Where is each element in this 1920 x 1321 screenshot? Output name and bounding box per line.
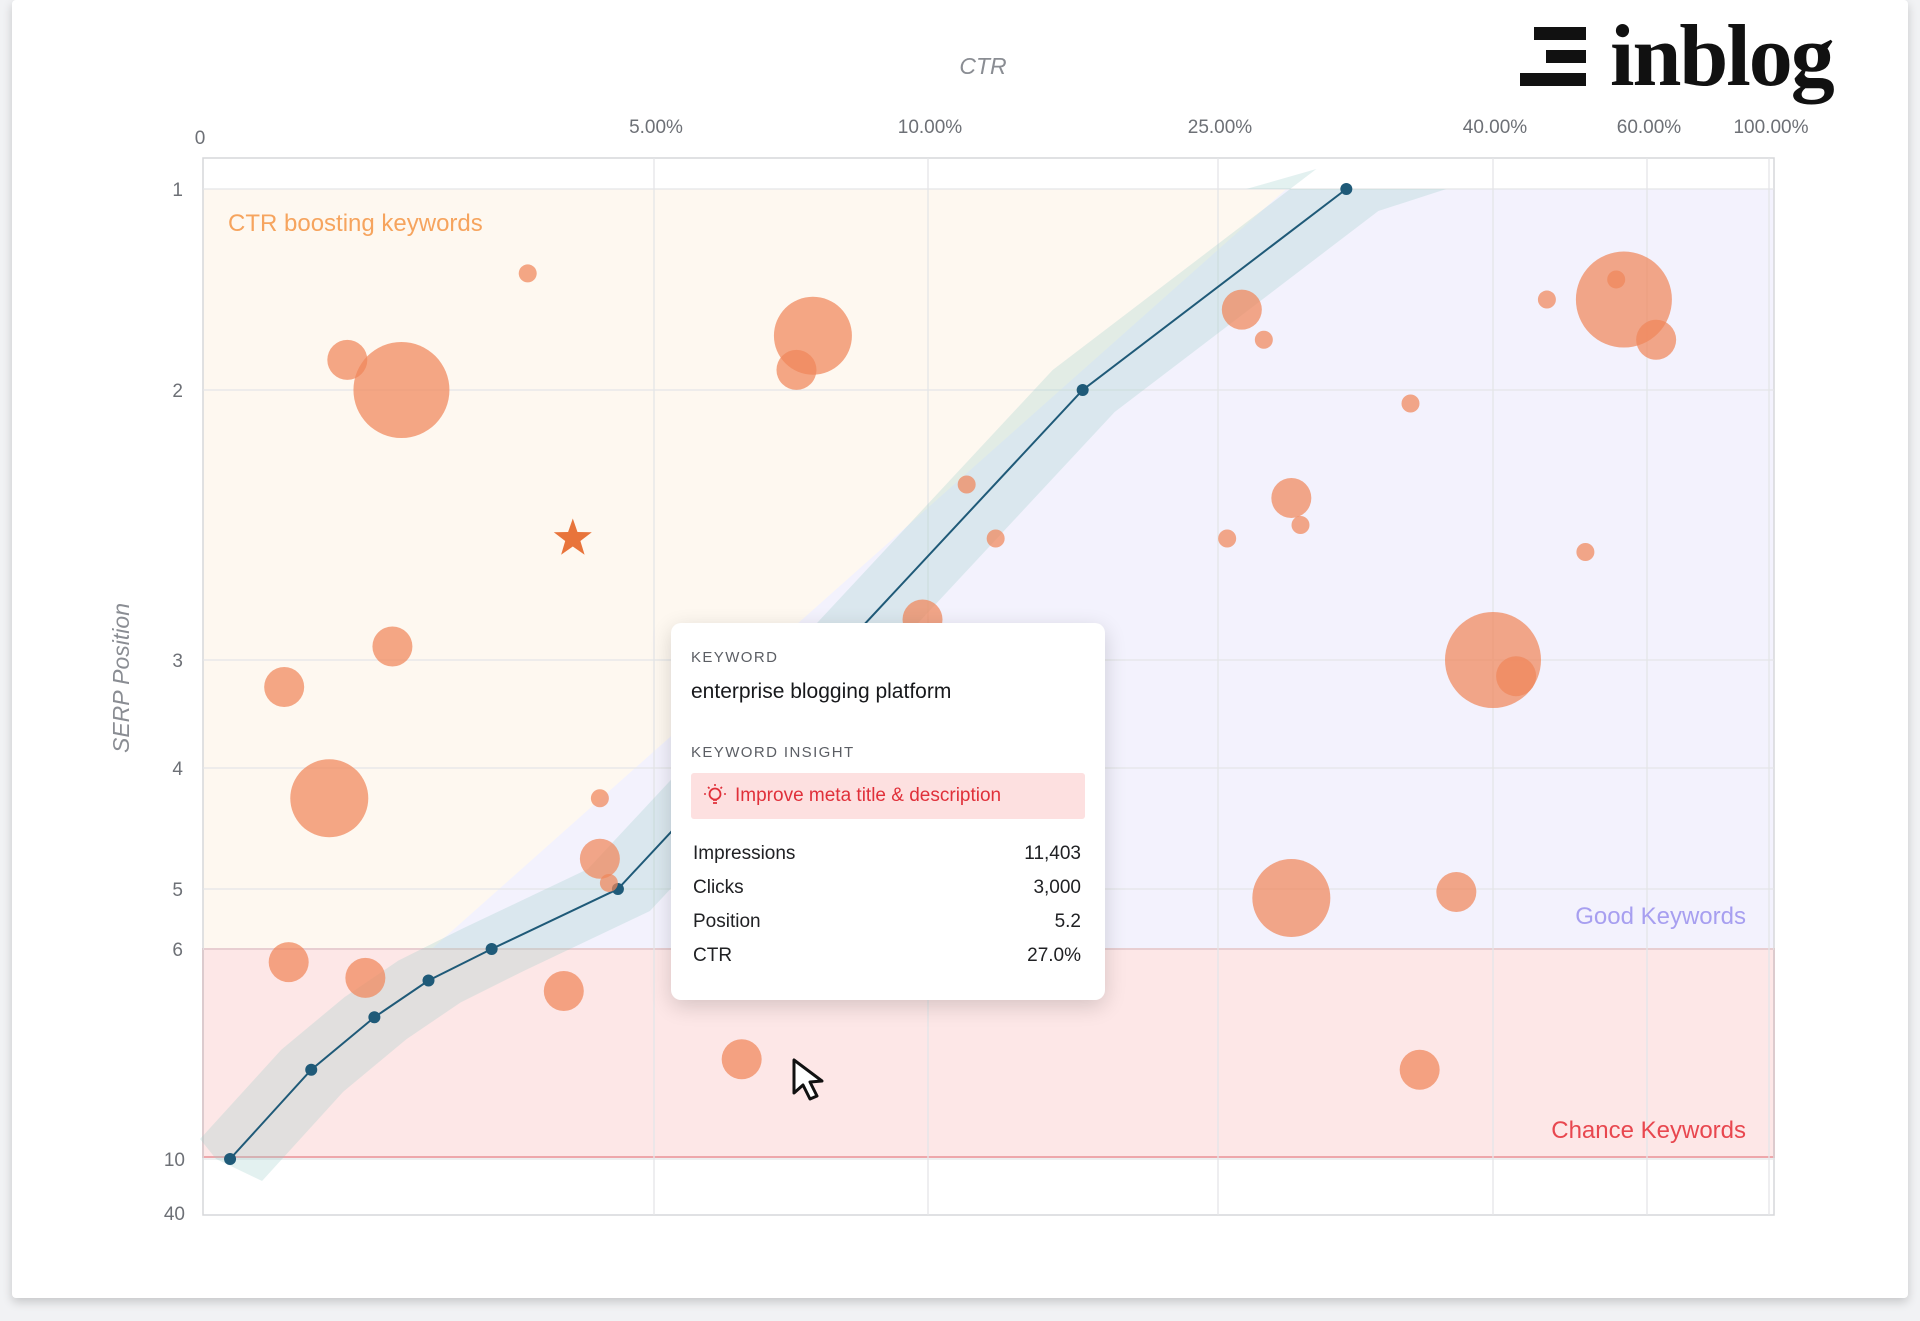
trend-point [305,1063,318,1076]
data-bubble [1537,290,1556,309]
metric-row: Impressions 11,403 [691,837,1085,871]
x-tick-label: 40.00% [1463,117,1528,138]
metric-row: Position 5.2 [691,905,1085,939]
data-bubble [986,529,1005,548]
x-tick-label: 5.00% [629,117,683,138]
data-bubble [543,971,584,1011]
y-tick-label: 4 [172,759,183,780]
metric-label: Impressions [693,843,796,864]
data-bubble [290,759,369,838]
insight-banner: Improve meta title & description [691,773,1085,819]
data-bubble [518,264,537,283]
y-tick-label: 2 [172,381,183,402]
data-bubble [1218,529,1237,548]
data-bubble [353,342,450,438]
insight-text: Improve meta title & description [735,785,1002,806]
y-tick-label: 1 [172,180,183,201]
y-axis-title: SERP Position [108,603,134,753]
plot-frame [202,157,1775,1216]
data-bubble [957,475,976,494]
inblog-logo-icon [1520,25,1586,89]
y-tick-label: 10 [164,1150,185,1171]
data-bubble [1252,859,1331,937]
trend-line [229,188,1347,1160]
highlight-star-icon [553,518,592,555]
data-bubble [1254,330,1273,349]
x-tick-label: 10.00% [898,117,963,138]
data-bubble [1399,1049,1440,1090]
data-bubble [599,873,618,892]
zone-label-chance-keywords: Chance Keywords [1551,1117,1746,1144]
metric-value: 5.2 [1054,911,1081,932]
metric-label: CTR [693,945,733,966]
data-bubble [1401,394,1420,413]
data-bubble [579,838,620,879]
data-bubble [345,957,386,998]
keyword-text: enterprise blogging platform [691,680,952,703]
y-tick-label: 5 [172,880,183,901]
y-tick-label: 40 [164,1204,185,1225]
data-bubble [327,339,368,380]
mouse-cursor-icon [792,1058,824,1101]
data-bubble [1271,478,1312,518]
metric-value: 11,403 [1024,843,1081,864]
zone-ctr-boosting [203,189,1287,949]
data-bubble [1636,319,1677,360]
data-bubble [721,1039,762,1080]
zone-label-good-keywords: Good Keywords [1575,903,1746,930]
insight-caption: KEYWORD INSIGHT [691,744,855,761]
data-bubble [590,789,609,808]
data-bubble [372,626,413,667]
zone-label-ctr-boosting: CTR boosting keywords [228,210,483,237]
metric-value: 27.0% [1027,945,1081,966]
metric-value: 3,000 [1033,877,1081,898]
brand-wordmark: inblog [1610,8,1835,105]
data-bubble [1221,289,1262,330]
metrics-list: Impressions 11,403 Clicks 3,000 Position 5.… [691,837,1085,973]
brand-logo: inblog [1520,8,1835,105]
data-bubble [1291,516,1310,534]
metric-row: Clicks 3,000 [691,871,1085,905]
lightbulb-icon [704,784,726,804]
metric-label: Clicks [693,877,744,898]
data-bubble [264,667,305,707]
x-tick-label: 0 [195,128,206,149]
trend-point [485,943,498,955]
metric-row: CTR 27.0% [691,939,1085,973]
y-tick-label: 6 [172,940,183,961]
keyword-tooltip: KEYWORD enterprise blogging platform KEY… [671,623,1105,1000]
metric-label: Position [693,911,761,932]
trend-point [422,974,435,987]
data-bubble [1436,872,1477,912]
x-tick-label: 25.00% [1188,117,1253,138]
y-tick-label: 3 [172,651,183,672]
trend-point [224,1153,237,1165]
keyword-caption: KEYWORD [691,649,779,666]
trend-point [368,1011,381,1024]
data-bubble [1496,656,1537,697]
x-tick-label: 100.00% [1733,117,1808,138]
x-tick-label: 60.00% [1617,117,1682,138]
data-bubble [1576,543,1595,561]
data-bubble [776,349,817,390]
trend-point [1076,384,1089,396]
data-bubble [268,942,309,983]
x-axis-title: CTR [959,53,1006,79]
trend-point [1340,183,1353,195]
